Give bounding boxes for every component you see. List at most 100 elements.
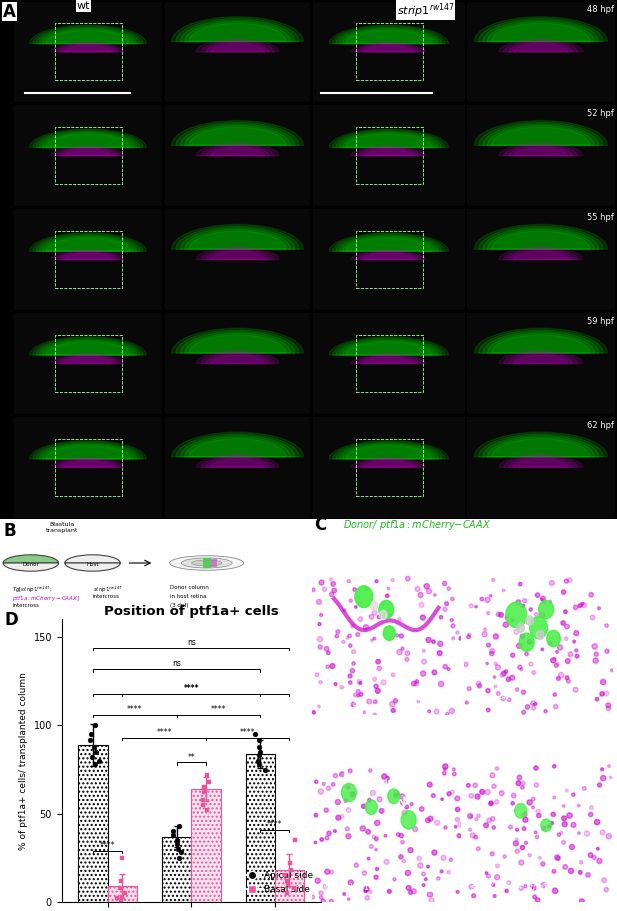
Point	[389, 872, 399, 886]
Point	[560, 604, 570, 619]
Point	[503, 672, 513, 687]
Point	[313, 874, 323, 888]
Point	[579, 781, 589, 795]
Polygon shape	[483, 228, 598, 250]
Polygon shape	[54, 251, 122, 260]
Polygon shape	[336, 339, 442, 355]
Point	[393, 827, 403, 842]
Point	[369, 830, 379, 844]
Point	[402, 652, 412, 667]
Point	[589, 850, 599, 865]
Point	[491, 630, 501, 644]
Point	[470, 778, 480, 793]
Polygon shape	[492, 230, 590, 250]
Polygon shape	[36, 339, 140, 355]
Polygon shape	[64, 461, 112, 467]
Point	[374, 609, 384, 624]
Point	[444, 661, 453, 676]
Point	[521, 879, 531, 894]
Polygon shape	[483, 124, 598, 146]
Point	[354, 684, 363, 699]
Y-axis label: % of ptf1a+ cells/ transplanted column: % of ptf1a+ cells/ transplanted column	[19, 671, 28, 850]
Bar	[211, 559, 217, 567]
Point	[509, 788, 519, 803]
Point	[483, 784, 493, 799]
Polygon shape	[336, 443, 442, 459]
Point	[590, 653, 600, 668]
Point	[347, 619, 357, 633]
Point	[531, 608, 541, 622]
Point	[423, 814, 433, 828]
Point	[571, 643, 581, 658]
Polygon shape	[342, 237, 435, 251]
Text: A: A	[3, 3, 16, 21]
Polygon shape	[184, 126, 291, 146]
Polygon shape	[362, 460, 416, 467]
Polygon shape	[64, 357, 112, 363]
Point	[395, 645, 405, 660]
Point	[534, 808, 544, 823]
Point	[574, 825, 584, 840]
Text: $strip1^{rw147}$: $strip1^{rw147}$	[93, 585, 122, 595]
Text: in host retina: in host retina	[170, 594, 206, 599]
Point	[480, 622, 490, 637]
Point	[117, 889, 126, 904]
Polygon shape	[196, 143, 279, 156]
Point	[555, 640, 565, 655]
Point	[429, 665, 439, 680]
Point	[328, 577, 338, 591]
Polygon shape	[329, 26, 449, 44]
Point	[602, 883, 611, 897]
Point	[412, 674, 422, 689]
Polygon shape	[61, 356, 115, 363]
Polygon shape	[329, 233, 449, 251]
Point	[554, 827, 564, 842]
Point	[531, 778, 541, 793]
Point	[479, 627, 489, 641]
Point	[592, 814, 602, 829]
Text: ****: ****	[183, 684, 199, 692]
Polygon shape	[336, 27, 442, 44]
Circle shape	[387, 789, 400, 804]
Point	[478, 784, 487, 799]
Bar	[165, 313, 310, 414]
Point	[516, 662, 526, 677]
Point	[387, 573, 397, 588]
Point	[486, 589, 495, 603]
Point	[497, 786, 507, 801]
Point	[353, 627, 363, 641]
Polygon shape	[172, 432, 304, 457]
Polygon shape	[329, 129, 449, 148]
Point	[397, 834, 407, 849]
Circle shape	[379, 610, 387, 619]
Polygon shape	[329, 441, 449, 459]
Point	[255, 732, 265, 747]
Point	[371, 574, 381, 589]
Point	[562, 783, 572, 798]
Point	[350, 688, 360, 702]
Point	[419, 643, 429, 658]
Point	[483, 606, 493, 620]
Point	[317, 833, 326, 847]
Point	[529, 881, 539, 896]
Polygon shape	[492, 438, 590, 457]
Polygon shape	[176, 330, 299, 353]
Point	[583, 867, 593, 882]
Point	[332, 629, 342, 643]
Point	[536, 627, 545, 641]
Point	[586, 807, 595, 822]
Point	[316, 885, 326, 900]
Point	[572, 649, 582, 663]
Point	[358, 799, 368, 814]
Point	[515, 577, 525, 591]
Point	[488, 572, 498, 587]
Point	[489, 670, 499, 684]
Point	[260, 763, 270, 777]
Point	[91, 744, 101, 759]
Point	[312, 668, 322, 682]
Point	[321, 641, 331, 656]
Polygon shape	[201, 353, 274, 363]
Point	[461, 657, 471, 671]
Bar	[203, 558, 210, 568]
Text: 59 hpf: 59 hpf	[587, 317, 614, 326]
